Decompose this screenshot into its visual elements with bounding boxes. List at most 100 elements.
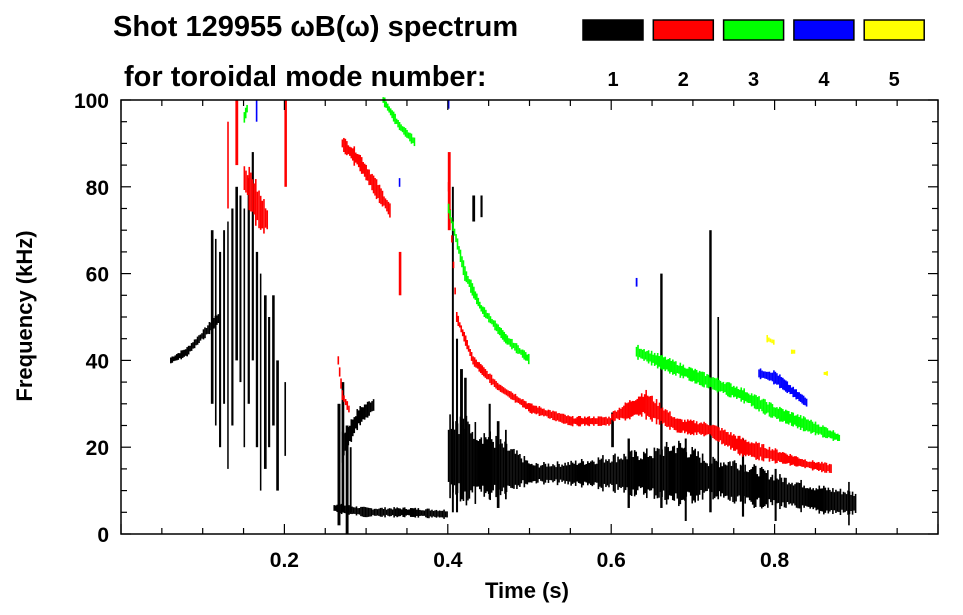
- spectrum-mark-mode-1: [673, 445, 676, 501]
- spectrum-mark-mode-2: [605, 416, 607, 426]
- spectrum-mark-mode-2: [464, 335, 467, 346]
- spectrum-mark-mode-1: [605, 459, 607, 488]
- spectrum-mark-mode-1: [428, 508, 430, 519]
- legend-swatch-mode-1: [582, 19, 644, 41]
- spectrum-mark-mode-1: [352, 507, 355, 514]
- spectrum-mark-mode-3: [694, 368, 696, 384]
- spectrum-mark-mode-2: [790, 455, 793, 466]
- spectrum-mark-mode-1: [373, 508, 376, 516]
- spectrum-mark-mode-1: [529, 464, 532, 483]
- spectrum-mark-mode-1: [180, 350, 183, 360]
- spectrum-mark-mode-1: [636, 456, 639, 491]
- spectrum-mark-mode-2: [386, 200, 388, 212]
- spectrum-mark-mode-1: [675, 453, 677, 494]
- spectrum-mark-mode-1: [357, 410, 360, 424]
- spectrum-mark-mode-1: [360, 506, 362, 517]
- spectrum-mark-mode-1: [382, 509, 385, 516]
- spectrum-mark-mode-1: [824, 487, 827, 513]
- spectrum-mark-mode-3: [697, 372, 699, 383]
- spectrum-mark-mode-3: [811, 421, 814, 433]
- spectrum-mark-mode-1: [789, 484, 792, 504]
- spectrum-mark-mode-3: [450, 217, 453, 224]
- spectrum-mark-mode-2: [389, 203, 391, 218]
- spectrum-mark-mode-3: [689, 367, 692, 382]
- spectrum-mark-mode-2: [492, 378, 494, 385]
- spectrum-mark-mode-1: [596, 463, 598, 483]
- spectrum-mark-mode-1: [359, 406, 362, 426]
- spectrum-mark-mode-1: [785, 477, 787, 508]
- spectrum-mark-mode-3: [655, 355, 657, 365]
- spectrum-mark-mode-2: [349, 146, 351, 156]
- spectrum-mark-mode-1: [807, 488, 810, 507]
- spectrum-mark-mode-1: [344, 432, 347, 451]
- spectrum-mark-mode-2: [526, 403, 529, 409]
- spectrum-mark-mode-1: [567, 462, 569, 485]
- spectrum-mark-mode-2: [455, 311, 458, 323]
- spectrum-mark-mode-1: [794, 484, 796, 506]
- spectrum-mark-mode-2: [511, 392, 514, 400]
- spectrum-mark-mode-2: [499, 384, 502, 392]
- spectrum-mark-mode-2: [773, 450, 775, 461]
- spectrum-mark-mode-2: [611, 413, 613, 420]
- spectrum-mark-mode-1: [350, 419, 353, 442]
- spectrum-mark-mode-2: [701, 423, 704, 435]
- spectrum-mark-mode-2: [621, 407, 624, 419]
- spectrum-mark-mode-3: [392, 111, 395, 122]
- spectrum-mark-mode-3: [668, 358, 671, 374]
- spectrum-mark-mode-2: [532, 405, 535, 413]
- spectrum-mark-mode-1: [372, 399, 375, 411]
- spectrum-mark-mode-1: [519, 454, 521, 487]
- spectrum-mark-mode-3: [495, 323, 498, 332]
- spectrum-mark-mode-2: [758, 442, 760, 461]
- spectrum-mark-mode-1: [692, 450, 695, 501]
- spectrum-mark-mode-2: [774, 448, 777, 464]
- spectrum-mark-mode-1: [480, 437, 483, 492]
- spectrum-mark-mode-4: [770, 372, 772, 381]
- spectrum-mark-mode-1: [658, 448, 660, 498]
- spectrum-mark-mode-3: [810, 419, 812, 434]
- spectrum-mark-mode-2: [649, 395, 652, 420]
- spectrum-mark-mode-1: [608, 459, 610, 488]
- spectrum-mark-mode-3: [743, 388, 746, 404]
- spectrum-streak-mode-1: [268, 317, 271, 448]
- spectrum-mark-mode-1: [205, 328, 208, 335]
- spectrum-mark-mode-2: [579, 415, 582, 427]
- legend-swatch-mode-4: [793, 19, 855, 41]
- spectrum-mark-mode-2: [715, 425, 717, 441]
- spectrum-mark-mode-3: [758, 396, 760, 412]
- spectrum-mark-mode-2: [458, 322, 461, 328]
- spectrum-mark-mode-3: [768, 402, 771, 417]
- spectrum-mark-mode-1: [647, 456, 650, 490]
- spectrum-mark-mode-3: [527, 353, 530, 365]
- spectrum-mark-mode-1: [186, 347, 188, 357]
- spectrum-streak-mode-1: [284, 382, 287, 456]
- spectrum-mark-mode-2: [608, 416, 610, 426]
- spectrum-mark-mode-3: [828, 430, 830, 438]
- spectrum-mark-mode-1: [432, 510, 435, 517]
- spectrum-mark-mode-2: [777, 452, 780, 461]
- spectrum-mark-mode-2: [792, 456, 795, 465]
- spectrum-mark-mode-2: [504, 388, 506, 395]
- spectrum-mark-mode-3: [787, 411, 790, 425]
- spectrum-mark-mode-3: [770, 402, 772, 418]
- spectrum-mark-mode-2: [588, 416, 591, 427]
- spectrum-mark-mode-2: [710, 425, 713, 436]
- spectrum-mark-mode-1: [388, 508, 391, 517]
- spectrum-mark-mode-1: [453, 429, 456, 486]
- spectrum-mark-mode-2: [637, 396, 640, 416]
- spectrum-mark-mode-3: [659, 355, 662, 369]
- spectrum-mark-mode-5: [793, 349, 796, 354]
- spectrum-mark-mode-2: [746, 442, 748, 455]
- spectrum-mark-mode-3: [467, 275, 469, 284]
- spectrum-mark-mode-2: [483, 367, 485, 377]
- spectrum-mark-mode-1: [467, 421, 469, 501]
- spectrum-mark-mode-1: [364, 507, 367, 518]
- spectrum-mark-mode-3: [796, 414, 799, 429]
- spectrum-mark-mode-3: [713, 377, 716, 390]
- spectrum-mark-mode-4: [783, 379, 786, 391]
- spectrum-mark-mode-2: [658, 402, 661, 425]
- spectrum-mark-mode-2: [250, 172, 252, 212]
- spectrum-mark-mode-1: [733, 460, 736, 504]
- spectrum-mark-mode-3: [691, 368, 694, 382]
- spectrum-mark-mode-3: [644, 351, 647, 360]
